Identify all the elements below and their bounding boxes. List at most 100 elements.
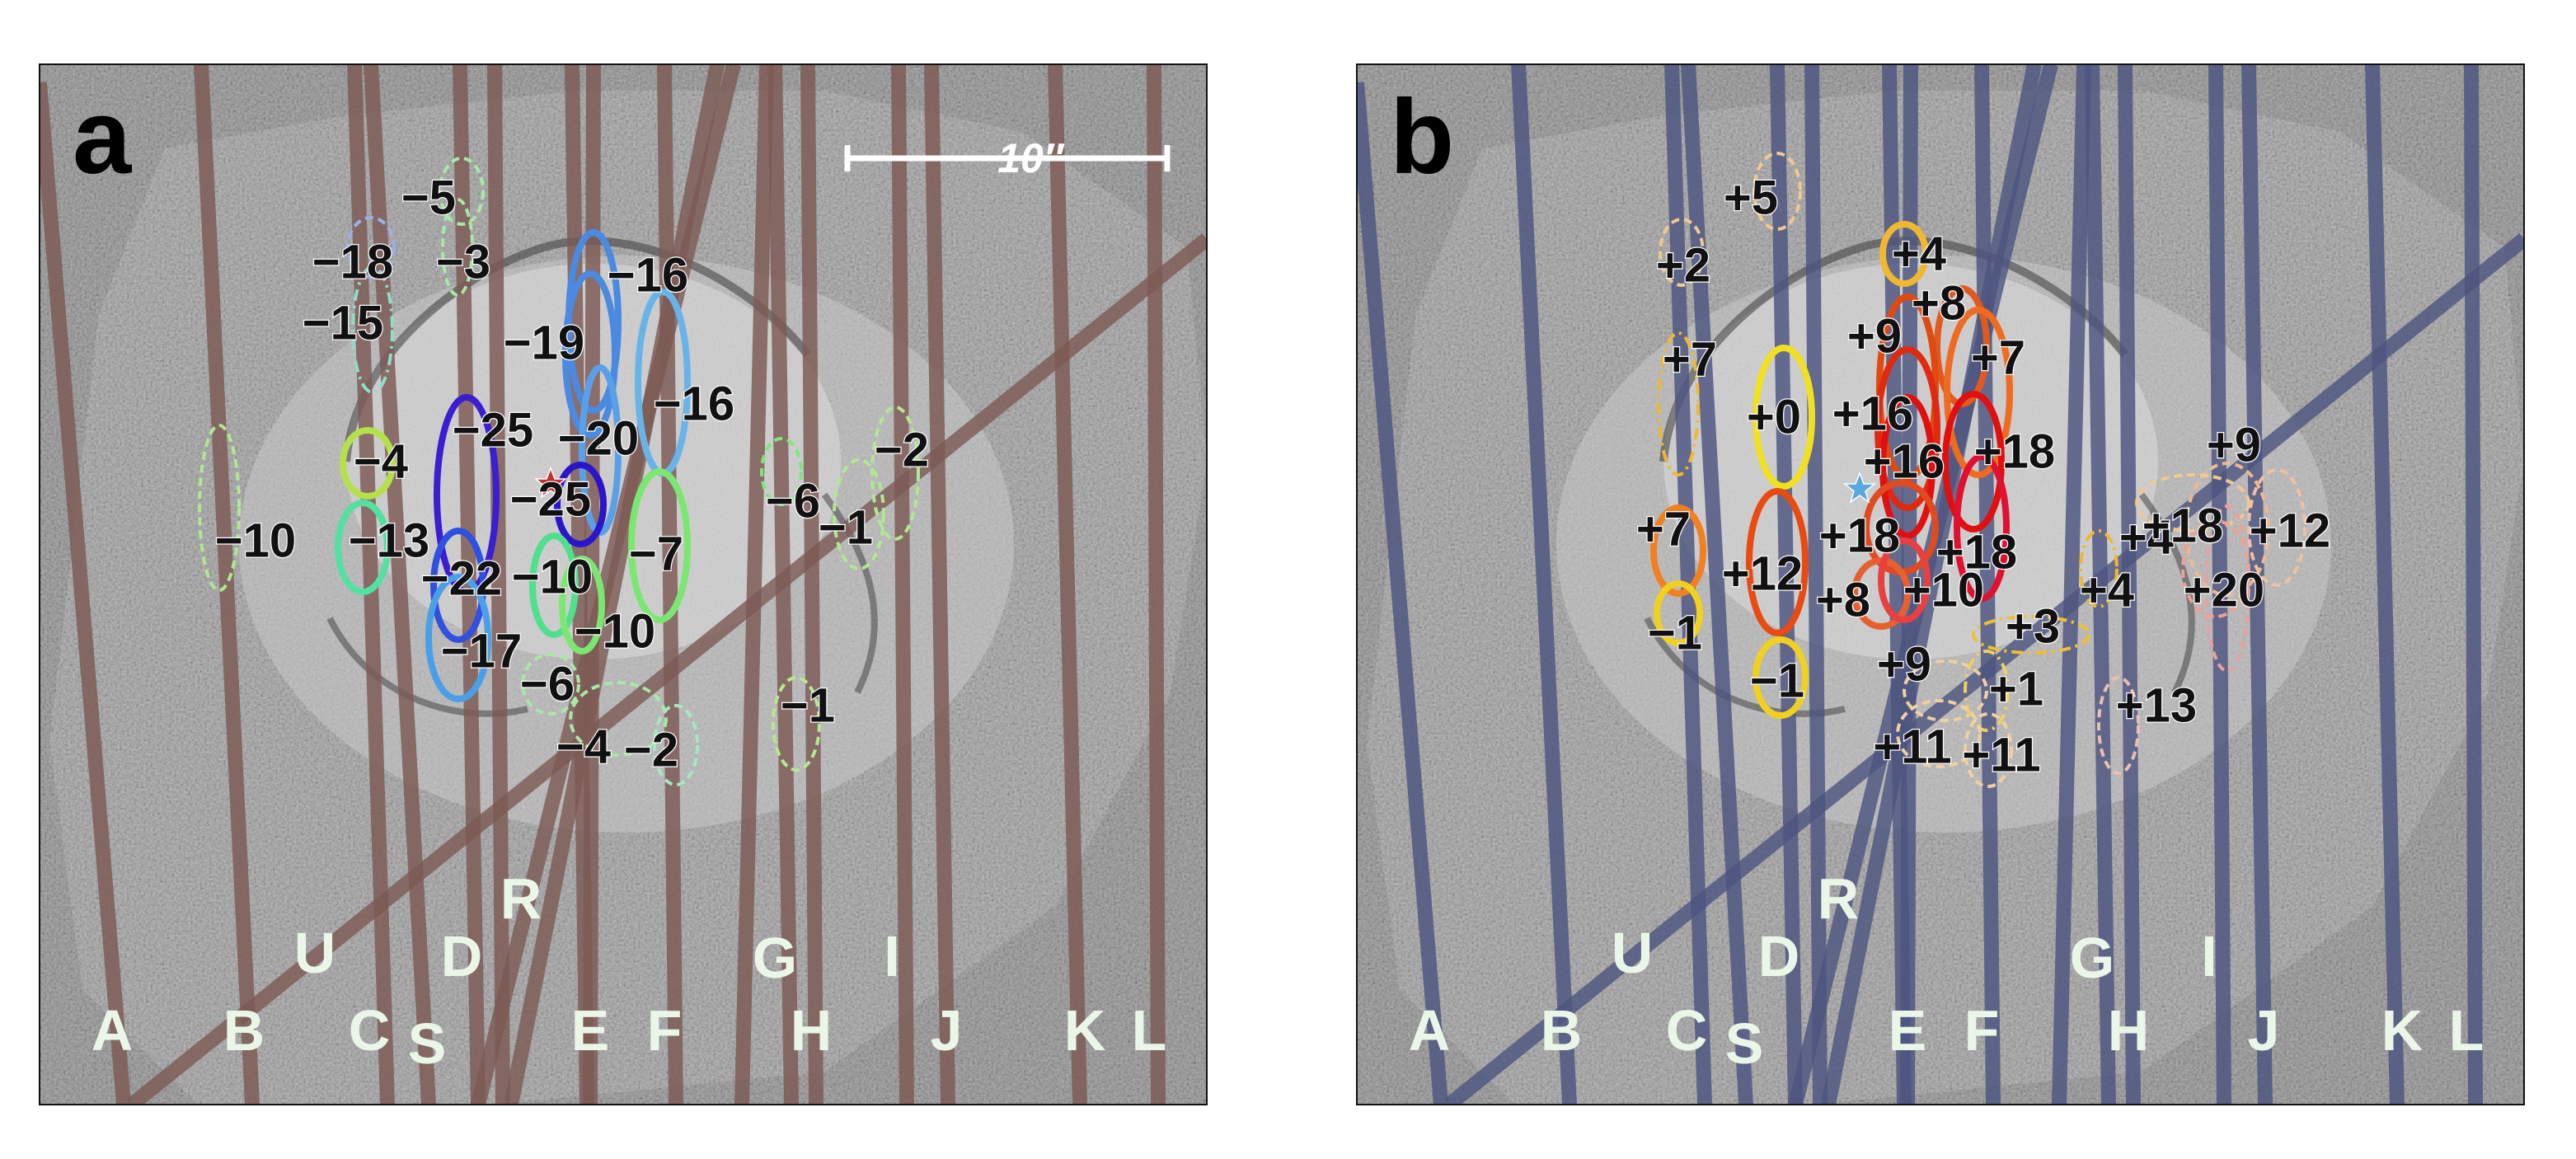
slit-label-l: L [1132,998,1167,1063]
velocity-ellipse [1964,712,2013,788]
velocity-ellipse [198,424,241,592]
velocity-ellipse [434,394,500,595]
slit-line [924,64,955,1105]
slit-label-c: C [1666,998,1708,1063]
velocity-ellipse [1753,152,1802,231]
slit-line [1681,64,1753,1105]
velocity-ellipse [628,468,691,623]
velocity-label-minus-16: −16 [654,378,734,431]
velocity-label-minus-10: −10 [575,605,655,659]
slit-line [734,64,774,1105]
velocity-label-plus-11: +11 [1873,720,1951,774]
slit-label-f: F [647,998,683,1063]
velocity-ellipse [2204,504,2250,673]
slit-label-g: G [753,926,797,990]
velocity-label-plus-18: +18 [1936,526,2017,580]
slit-label-s: S [408,1011,447,1076]
velocity-ellipse [833,458,885,570]
velocity-label-plus-4: +4 [1892,228,1946,281]
velocity-label-plus-11: +11 [1962,729,2040,782]
velocity-label-minus-15: −15 [303,297,383,350]
velocity-label-plus-20: +20 [2184,564,2264,617]
velocity-ellipse [521,653,580,716]
velocity-label-plus-7: +7 [1663,333,1717,387]
velocity-label-plus-7: +7 [1636,503,1691,556]
velocity-label-minus-13: −13 [349,514,429,568]
slit-line-diagonal [1444,232,2524,1105]
slit-line [2241,64,2273,1105]
slit-line [657,64,683,1105]
velocity-label-plus-12: +12 [2250,504,2330,558]
velocity-label-minus-22: −22 [421,552,502,606]
velocity-ellipse [554,462,607,547]
slit-line [891,64,914,1105]
velocity-label-minus-2: −2 [875,424,929,477]
overlay-b: +5+4+2+8+9 +7+7+0 +16+16 +18 +9+4+7 +18 +18 +18… [1390,78,2484,1076]
slit-label-b: B [1541,998,1583,1063]
slit-line [347,64,395,1105]
panel-label: a [73,78,132,196]
velocity-ellipse [425,574,491,702]
slit-label-h: H [2108,998,2150,1063]
velocity-label-minus-18: −18 [312,236,393,289]
slit-label-r: R [1818,866,1860,931]
slit-line-diagonal [1788,64,2058,1105]
velocity-ellipse [1903,659,1988,722]
velocity-ellipse [335,500,391,595]
velocity-ellipse [1954,453,2010,602]
velocity-label-minus-3: −3 [436,236,490,289]
velocity-label-plus-18: +18 [2142,500,2223,553]
velocity-ellipse [1879,221,1929,287]
velocity-ellipse [1753,636,1809,719]
velocity-label-plus-8: +8 [1912,277,1966,331]
velocity-label-minus-1: −1 [781,679,835,733]
velocity-ellipse [2097,676,2140,775]
velocity-label-plus-0: +0 [1747,391,1801,444]
velocity-label-minus-5: −5 [401,171,456,225]
slit-label-i: I [884,924,899,988]
velocity-label-plus-7: +7 [1971,331,2025,385]
velocity-label-minus-6: −6 [520,658,575,711]
velocity-label-plus-9: +9 [1847,310,1902,364]
velocity-ellipse [559,556,605,655]
velocity-label-minus-20: −20 [558,412,639,466]
velocity-label-minus-10: −10 [215,514,296,568]
velocity-label-plus-10: +10 [1903,564,1984,617]
velocity-ellipse [2184,462,2270,597]
velocity-label-plus-12: +12 [1722,547,1803,601]
velocity-ellipse [653,704,699,786]
panel-a: −5−18 −3−15−16−19−16−25 −20−4−25 −6−2−1−10−… [39,63,1208,1105]
slit-label-a: A [91,998,134,1063]
velocity-label-minus-7: −7 [629,528,683,581]
velocity-label-plus-5: +5 [1724,171,1778,225]
velocity-ellipse [441,198,474,297]
velocity-label-plus-18: +18 [1974,425,2055,479]
velocity-ellipse [2135,473,2250,533]
slit-line [2052,64,2091,1105]
velocity-ellipse [760,437,803,506]
velocity-ellipse [1753,345,1815,490]
velocity-ellipse [772,676,821,772]
velocity-label-minus-17: −17 [441,625,522,678]
slit-line [1770,64,1803,1105]
velocity-label-minus-1: −1 [1648,607,1702,660]
nebula-filament [821,492,878,694]
velocity-ellipse [1657,331,1700,476]
slit-line [487,64,510,1105]
velocity-label-plus-2: +2 [1656,239,1710,293]
slit-label-r: R [500,866,542,931]
slit-label-b: B [223,998,265,1063]
slit-line-diagonal [127,232,1207,1105]
slit-line [1357,82,1448,1105]
velocity-ellipse [1746,488,1809,636]
velocity-ellipse [569,681,668,757]
star-icon [1842,471,1877,504]
slit-line [1147,64,1166,1105]
velocity-label-minus-1: −1 [819,501,873,555]
velocity-label-minus-4: −4 [354,435,408,489]
slit-line-diagonal [471,64,741,1105]
velocity-ellipse [2247,468,2306,587]
scale-bar-label: 10″ [997,135,1065,181]
velocity-ellipse [562,270,618,439]
